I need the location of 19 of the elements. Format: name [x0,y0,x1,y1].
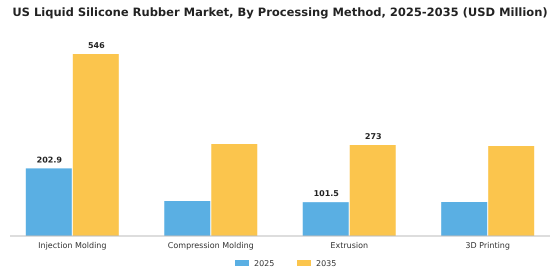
data-label: 546 [88,41,106,50]
bar [302,202,349,236]
x-tick-label: Injection Molding [38,241,106,250]
chart-title: US Liquid Silicone Rubber Market, By Processing Method, 2025-2035 (USD Million) [12,5,548,19]
bar [488,146,534,236]
legend-label: 2025 [254,259,274,268]
bar [164,201,210,236]
bar [211,144,258,236]
x-tick-label: 3D Printing [465,241,510,250]
bar [441,202,488,236]
bar [350,145,396,236]
data-label: 273 [364,132,382,141]
bar [26,168,72,236]
legend-label: 2035 [316,259,336,268]
data-label: 101.5 [314,189,340,198]
data-label: 202.9 [36,155,62,164]
x-tick-label: Extrusion [330,241,368,250]
x-tick-label: Compression Molding [168,241,254,250]
bar [72,54,119,236]
